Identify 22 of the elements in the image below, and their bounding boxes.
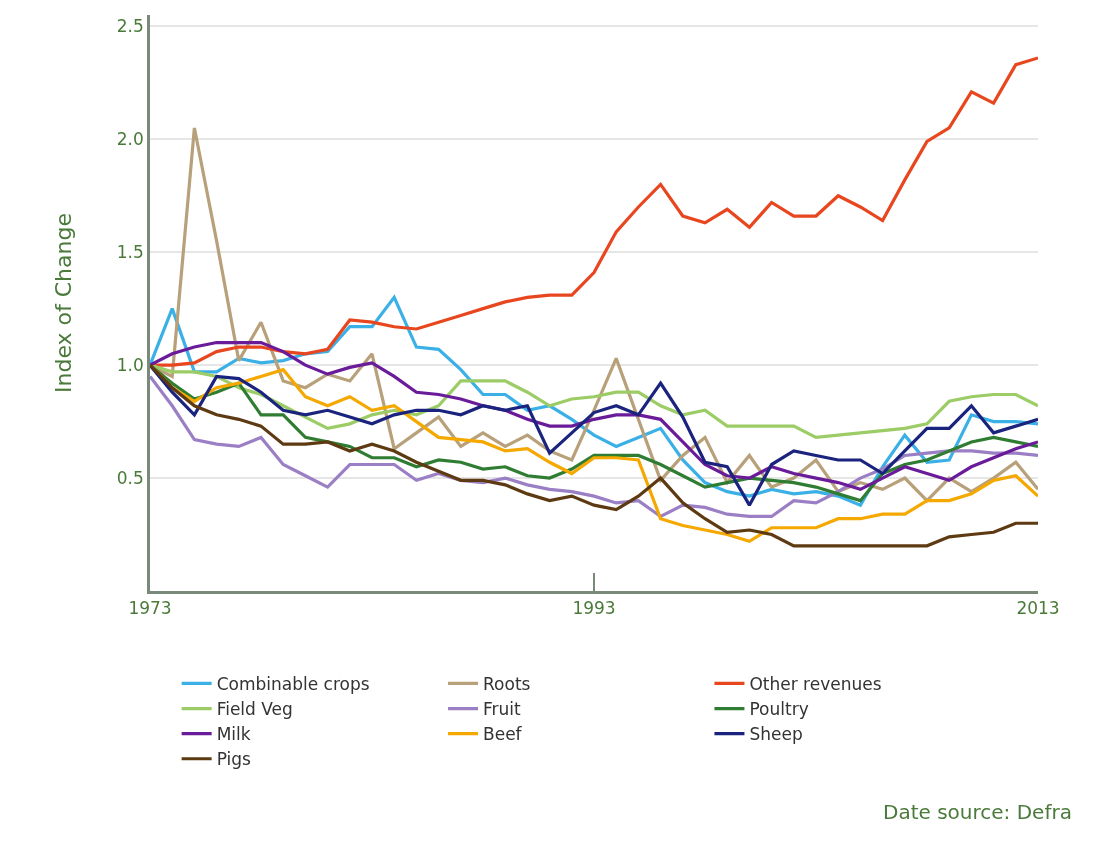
y-tick-label: 2.5	[116, 16, 144, 37]
legend-label: Sheep	[749, 724, 803, 745]
x-tick-label: 1993	[572, 598, 616, 619]
legend-label: Poultry	[749, 699, 809, 720]
line-series	[150, 363, 1038, 439]
y-tick-label: 1.5	[116, 242, 144, 263]
y-axis-title: Index of Change	[50, 213, 76, 393]
x-tick-label: 2013	[1016, 598, 1060, 619]
y-tick-label: 0.5	[116, 468, 144, 489]
text: Date source: Defra	[883, 800, 1072, 824]
legend-label: Other revenues	[749, 674, 882, 695]
legend-label: Roots	[483, 674, 531, 695]
line-series	[150, 340, 1038, 491]
x-tick-label: 1973	[128, 598, 172, 619]
legend-label: Field Veg	[216, 699, 293, 720]
y-tick-label: 1.0	[116, 355, 144, 376]
legend-label: Pigs	[216, 749, 252, 770]
legend-label: Fruit	[483, 699, 522, 720]
y-tick-label: 2.0	[116, 129, 144, 150]
legend-label: Milk	[216, 724, 251, 745]
legend-label: Combinable crops	[216, 674, 370, 695]
legend-label: Beef	[483, 724, 523, 745]
